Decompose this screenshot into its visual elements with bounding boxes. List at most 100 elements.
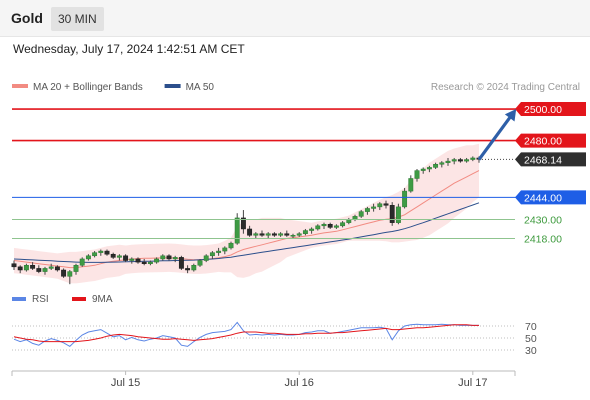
level-label-2480.00: 2480.00 <box>524 136 562 148</box>
time-axis: Jul 15 Jul 16 Jul 17 <box>11 370 516 389</box>
candle <box>395 203 401 225</box>
candle-body-up <box>203 255 209 261</box>
candle-body-down <box>54 266 60 271</box>
candle <box>247 225 253 237</box>
rsi-legend-swatch-1 <box>72 297 86 301</box>
candle-body-up <box>92 252 98 257</box>
candle <box>191 263 197 272</box>
candle-body-down <box>247 228 253 236</box>
candle-body-up <box>234 217 240 244</box>
candle-body-up <box>439 162 445 165</box>
candle <box>464 157 470 163</box>
rsi-legend-swatch-0 <box>12 297 26 301</box>
candle-body-up <box>333 225 339 228</box>
candle <box>197 258 203 267</box>
candle <box>92 251 98 258</box>
rsi-legend-label-0: RSI <box>32 294 49 305</box>
candle <box>110 252 116 259</box>
candle-body-up <box>321 223 327 227</box>
chart-legend: MA 20 + Bollinger Bands MA 50 Research © 2… <box>12 82 580 93</box>
candle <box>17 265 23 274</box>
candle-body-down <box>123 255 129 261</box>
candle <box>284 230 290 237</box>
candle <box>321 222 327 229</box>
candle <box>48 263 54 270</box>
candle <box>290 233 296 239</box>
candle-body-up <box>309 228 315 231</box>
candle <box>445 157 451 166</box>
level-tag-2500.00 <box>515 102 586 117</box>
candle-body-down <box>36 268 42 272</box>
level-label-2500.00: 2500.00 <box>524 104 562 116</box>
candle <box>234 213 240 245</box>
candle-body-down <box>389 205 395 223</box>
candle <box>23 263 29 272</box>
candle-body-down <box>166 255 172 260</box>
candle-body-down <box>110 253 116 258</box>
candle-body-up <box>340 222 346 227</box>
candle <box>426 165 432 173</box>
candle-body-up <box>73 265 79 272</box>
candle-body-up <box>222 247 228 252</box>
candle-body-down <box>284 233 290 236</box>
candle <box>333 224 339 229</box>
candle <box>265 232 271 239</box>
forecast-arrow-shaft <box>477 116 512 161</box>
credit-text: Research © 2024 Trading Central <box>431 82 580 93</box>
candle-body-up <box>154 258 160 263</box>
candle-body-up <box>408 178 414 192</box>
legend-label-1: MA 50 <box>186 82 215 93</box>
candle <box>271 232 277 237</box>
rsi-tick-50: 50 <box>525 333 537 345</box>
header-bar: Gold 30 MIN <box>0 0 590 37</box>
candle-body-up <box>48 266 54 269</box>
candle-body-up <box>290 235 296 237</box>
candle <box>302 228 308 236</box>
candle <box>178 255 184 270</box>
candle-body-up <box>172 257 178 260</box>
level-label-2418.00: 2418.00 <box>524 233 562 245</box>
candle-body-up <box>85 255 91 260</box>
candle <box>172 255 178 263</box>
candle-body-down <box>178 257 184 269</box>
candle <box>36 265 42 274</box>
timeframe-badge[interactable]: 30 MIN <box>51 7 104 31</box>
candle-body-up <box>160 255 166 260</box>
candle <box>209 251 215 259</box>
candle <box>414 169 420 182</box>
forecast-arrow-head <box>504 109 517 122</box>
rsi-legend-label-1: 9MA <box>92 294 113 305</box>
candle <box>185 265 191 274</box>
candle-body-up <box>278 233 284 236</box>
candle-body-up <box>197 260 203 266</box>
candle <box>154 257 160 264</box>
candle-body-up <box>315 225 321 230</box>
candle <box>278 232 284 237</box>
level-tag-2468.14 <box>515 152 586 167</box>
candle <box>30 262 36 270</box>
candle <box>457 157 463 163</box>
candle-body-up <box>377 203 383 208</box>
time-tick-label: Jul 15 <box>111 377 140 389</box>
candle <box>147 260 153 266</box>
bollinger-band <box>14 143 479 284</box>
bollinger-band-area <box>14 143 479 284</box>
candle-body-up <box>265 233 271 236</box>
rsi-line <box>13 321 479 348</box>
candle <box>408 175 414 193</box>
candle-body-up <box>414 170 420 179</box>
time-tick-label: Jul 17 <box>458 377 487 389</box>
candle-body-up <box>191 265 197 271</box>
candle <box>104 249 110 256</box>
level-label-2468.14: 2468.14 <box>524 154 562 166</box>
candle-body-up <box>216 250 222 253</box>
candle-body-up <box>451 159 457 162</box>
candle-body-up <box>302 230 308 234</box>
candle <box>420 167 426 174</box>
candle <box>309 227 315 234</box>
rsi-tick-30: 30 <box>525 345 537 357</box>
candle <box>377 202 383 211</box>
candle-body-up <box>470 157 476 160</box>
candle <box>160 254 166 261</box>
